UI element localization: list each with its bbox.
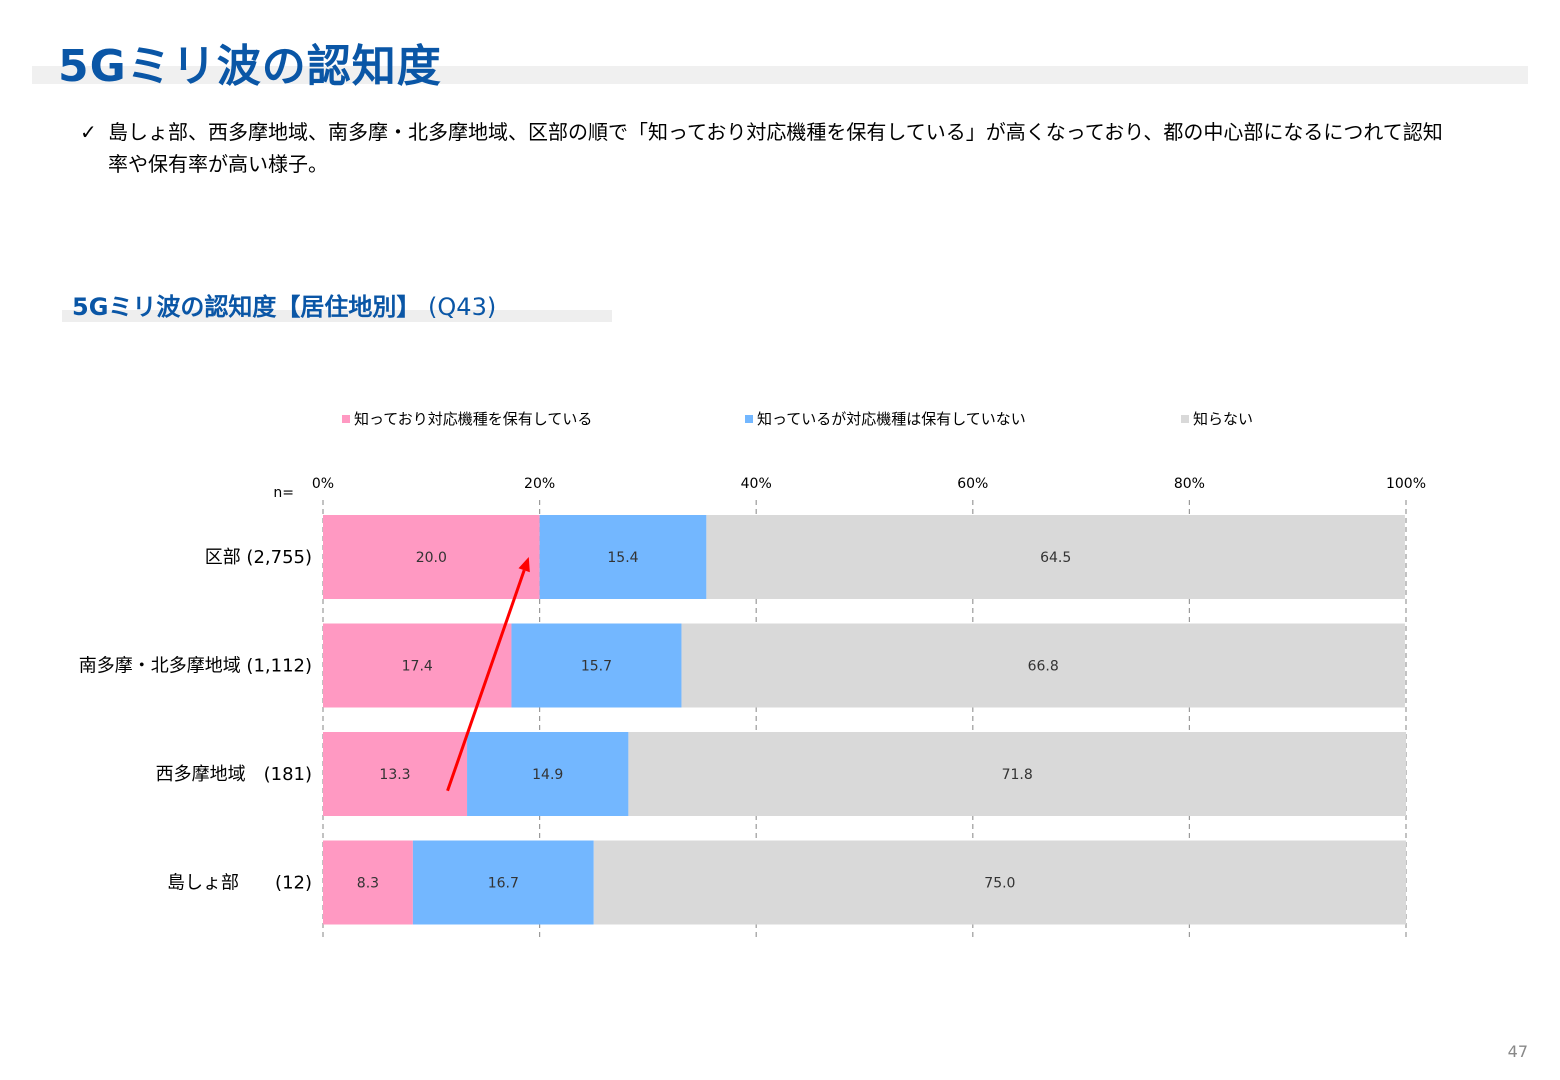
n-label: n=: [273, 485, 294, 501]
x-tick-label: 80%: [1174, 476, 1205, 492]
legend-item-unaware: 知らない: [1181, 408, 1253, 429]
data-label: 8.3: [357, 876, 379, 892]
data-label: 17.4: [402, 659, 433, 675]
legend-label: 知らない: [1193, 410, 1254, 428]
data-label: 16.7: [488, 876, 519, 892]
subtitle-underline-band: [62, 310, 612, 322]
bar-segment: [681, 623, 1405, 708]
bar-segment: [539, 515, 707, 599]
title-underline-band: [32, 66, 1528, 84]
category-label: 西多摩地域 (181): [156, 764, 312, 785]
bar-segment: [323, 732, 468, 816]
chart-title-main: 5Gミリ波の認知度【居住地別】: [72, 293, 421, 321]
bar-segment: [323, 515, 540, 599]
page-title: 5Gミリ波の認知度: [58, 41, 442, 92]
check-icon: ✓: [80, 120, 97, 144]
data-label: 66.8: [1028, 659, 1059, 675]
category-label: 南多摩・北多摩地域 (1,112): [79, 656, 312, 677]
category-label: 区部 (2,755): [205, 547, 312, 568]
category-label: 島しょ部 (12): [167, 873, 312, 894]
legend-swatch-blue: [745, 414, 753, 423]
data-label: 64.5: [1040, 550, 1071, 566]
legend-item-knows-no-device: 知っているが対応機種は保有していない: [745, 408, 1026, 429]
x-tick-label: 0%: [312, 476, 334, 492]
bar-segment: [511, 623, 682, 708]
data-label: 15.4: [607, 550, 638, 566]
bar-segment: [412, 840, 594, 925]
data-label: 14.9: [532, 767, 563, 783]
data-label: 75.0: [984, 876, 1015, 892]
bar-segment: [467, 732, 629, 816]
data-label: 13.3: [379, 767, 410, 783]
summary-text: 島しょ部、西多摩地域、南多摩・北多摩地域、区部の順で「知っており対応機種を保有し…: [108, 120, 1443, 176]
page-number: 47: [1507, 1042, 1528, 1061]
chart-title: 5Gミリ波の認知度【居住地別】 (Q43): [72, 287, 496, 322]
trend-arrow-head: [518, 557, 530, 573]
legend-label: 知っており対応機種を保有している: [354, 410, 593, 428]
trend-arrow-line: [446, 569, 526, 792]
x-tick-label: 60%: [957, 476, 988, 492]
legend-item-owns: 知っており対応機種を保有している: [342, 408, 592, 429]
chart-title-question: (Q43): [428, 293, 497, 321]
legend-label: 知っているが対応機種は保有していない: [757, 410, 1026, 428]
legend-swatch-gray: [1181, 414, 1189, 423]
data-label: 20.0: [416, 550, 447, 566]
bar-segment: [593, 840, 1406, 925]
data-label: 71.8: [1002, 767, 1033, 783]
x-tick-label: 100%: [1386, 476, 1426, 492]
data-label: 15.7: [581, 659, 612, 675]
x-tick-label: 20%: [524, 476, 555, 492]
bar-segment: [628, 732, 1406, 816]
bar-segment: [706, 515, 1405, 599]
x-tick-label: 40%: [741, 476, 772, 492]
bar-segment: [323, 840, 413, 925]
legend-swatch-pink: [342, 414, 350, 423]
